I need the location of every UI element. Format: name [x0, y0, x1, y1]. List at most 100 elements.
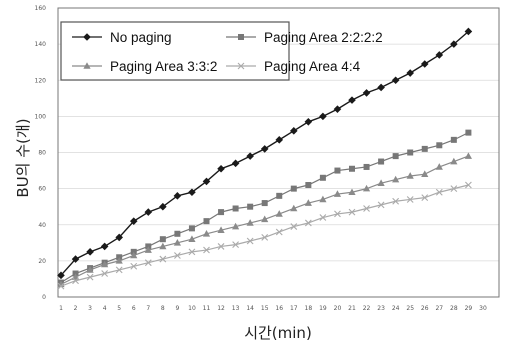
series-4-point-stroke	[319, 214, 327, 221]
series-4-point-stroke	[290, 223, 298, 230]
series-2-point	[319, 174, 326, 181]
x-tick-label: 12	[217, 305, 225, 312]
x-tick-label: 4	[103, 305, 107, 312]
series-3-point	[115, 257, 123, 264]
series-1-point	[100, 242, 109, 251]
legend-entry-3: Paging Area 3:3:2	[72, 59, 217, 74]
series-4	[57, 181, 472, 290]
series-4-point-stroke	[363, 205, 370, 212]
series-1-point	[464, 27, 473, 36]
series-2-point	[450, 136, 457, 143]
x-tick-label: 9	[175, 305, 179, 312]
series-1	[57, 27, 473, 280]
x-tick-label: 27	[435, 305, 443, 312]
series-1-point	[319, 112, 327, 121]
series-4-point-stroke	[392, 197, 400, 205]
x-tick-label: 5	[117, 305, 121, 312]
series-1-point	[435, 51, 444, 59]
series-4-point-stroke	[144, 259, 152, 267]
series-2-point	[465, 129, 472, 136]
series-4-point	[57, 282, 65, 290]
series-4-point	[465, 181, 472, 189]
series-3-point	[275, 210, 283, 217]
x-axis-label: 시간(min)	[244, 324, 312, 342]
series-2-point	[421, 145, 428, 152]
legend-entry-1: No paging	[72, 30, 172, 45]
y-tick-label: 80	[38, 150, 46, 157]
series-4-point-stroke	[188, 248, 196, 256]
legend-label: Paging Area 2:2:2:2	[264, 30, 383, 45]
series-1-point	[188, 188, 196, 197]
series-3-point	[362, 184, 371, 192]
series-4-point-stroke	[465, 181, 472, 189]
series-3-point	[144, 246, 152, 253]
x-tick-label: 6	[132, 305, 136, 312]
series-3-point	[173, 239, 181, 246]
series-1-point	[333, 105, 342, 113]
series-1-point	[275, 136, 284, 144]
legend-marker	[83, 33, 91, 41]
series-1-point	[86, 248, 94, 256]
series-3-point	[246, 219, 254, 226]
series-3-point	[406, 172, 414, 179]
x-tick-label: 28	[450, 305, 458, 312]
series-4-point-stroke	[377, 201, 385, 209]
series-4-point-stroke	[450, 185, 458, 193]
series-1-point	[173, 192, 182, 200]
x-tick-label: 17	[290, 305, 298, 312]
x-tick-label: 1	[59, 305, 63, 312]
series-4-point	[450, 185, 458, 193]
legend-marker	[83, 62, 91, 69]
series-1-point	[202, 177, 211, 186]
series-4-point	[115, 266, 123, 274]
x-tick-label: 14	[246, 305, 254, 312]
series-1-point	[420, 60, 429, 68]
series-1-point	[290, 127, 298, 135]
series-1-point	[377, 83, 385, 92]
x-tick-label: 11	[203, 305, 211, 312]
y-tick-label: 100	[35, 113, 47, 120]
series-4-point-stroke	[421, 194, 429, 202]
series-4-point	[435, 188, 443, 196]
series-4-point-stroke	[174, 252, 181, 259]
series-1-point	[159, 202, 167, 211]
series-4-point	[377, 201, 385, 209]
x-tick-label: 29	[465, 305, 473, 312]
series-3-point	[232, 222, 240, 230]
y-axis-label: BU의 수(개)	[14, 118, 32, 197]
series-3-point	[159, 242, 167, 250]
legend-label: Paging Area 4:4	[264, 59, 361, 74]
series-4-point-stroke	[217, 243, 225, 250]
series-4-point-stroke	[275, 228, 283, 236]
series-1-point	[246, 152, 254, 160]
series-4-point	[334, 210, 341, 218]
series-3-point	[392, 175, 400, 183]
series-1-point	[362, 89, 371, 97]
series-4-point-stroke	[232, 241, 239, 249]
series-4-point-stroke	[435, 188, 443, 196]
y-tick-labels: 0 20 40 60 80 100 120 140 160	[35, 5, 47, 301]
series-2-point	[232, 205, 239, 212]
x-tick-label: 25	[406, 305, 414, 312]
series-3-point	[217, 226, 225, 233]
series-4-point	[144, 259, 152, 267]
x-tick-label: 26	[421, 305, 429, 312]
x-tick-label: 16	[275, 305, 283, 312]
y-tick-label: 160	[35, 5, 47, 12]
series-3	[57, 152, 472, 288]
series-1-point	[450, 40, 458, 48]
series-1-point	[129, 217, 138, 225]
series-2-point	[203, 218, 210, 225]
x-tick-label: 7	[146, 305, 150, 312]
series-4-point-stroke	[72, 277, 79, 285]
y-tick-label: 140	[35, 41, 47, 48]
series-4-point-stroke	[246, 237, 254, 245]
series-1-point	[217, 164, 225, 173]
legend-marker-stroke	[237, 62, 245, 70]
series-1-point	[348, 96, 356, 104]
series-4-point-stroke	[101, 270, 109, 277]
series-3-point	[450, 157, 458, 165]
legend-entry-4: Paging Area 4:4	[226, 59, 361, 74]
